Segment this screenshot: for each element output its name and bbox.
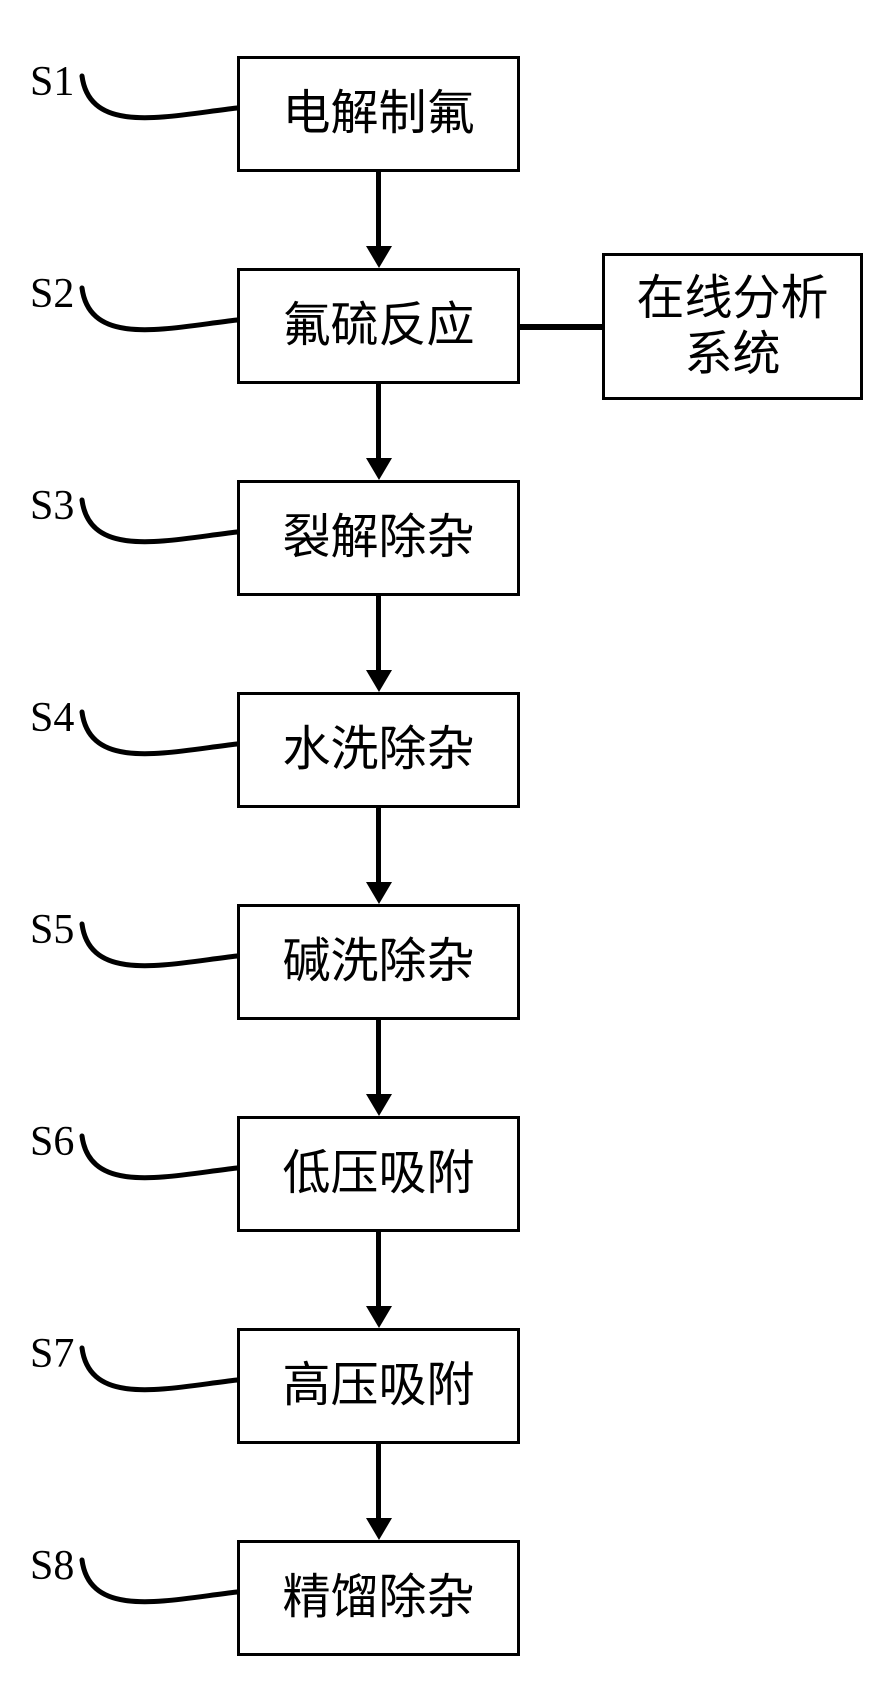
flow-arrow-head xyxy=(366,1094,392,1116)
flow-arrow-line xyxy=(376,808,381,882)
side-connector-line xyxy=(520,324,602,330)
process-step-label: 氟硫反应 xyxy=(282,298,474,353)
flow-arrow-head xyxy=(366,1306,392,1328)
step-id-label: S4 xyxy=(30,694,74,742)
step-connector-curve xyxy=(72,278,247,350)
process-step-box: 高压吸附 xyxy=(237,1328,520,1444)
flow-arrow-line xyxy=(376,172,381,246)
step-id-label: S5 xyxy=(30,906,74,954)
side-node-box: 在线分析系统 xyxy=(602,253,863,400)
process-step-label: 精馏除杂 xyxy=(282,1570,474,1625)
flow-arrow-head xyxy=(366,670,392,692)
flow-arrow-head xyxy=(366,882,392,904)
step-connector-curve xyxy=(72,702,247,774)
step-connector-curve xyxy=(72,490,247,562)
process-step-box: 低压吸附 xyxy=(237,1116,520,1232)
process-step-box: 氟硫反应 xyxy=(237,268,520,384)
step-connector-curve xyxy=(72,1338,247,1410)
process-step-box: 电解制氟 xyxy=(237,56,520,172)
side-node-line2: 系统 xyxy=(636,327,828,382)
process-step-label: 碱洗除杂 xyxy=(282,934,474,989)
flow-arrow-line xyxy=(376,1232,381,1306)
step-id-label: S2 xyxy=(30,270,74,318)
process-step-box: 碱洗除杂 xyxy=(237,904,520,1020)
flow-arrow-line xyxy=(376,384,381,458)
flow-arrow-head xyxy=(366,246,392,268)
step-connector-curve xyxy=(72,1126,247,1198)
step-connector-curve xyxy=(72,1550,247,1622)
process-step-label: 电解制氟 xyxy=(282,86,474,141)
side-node-line1: 在线分析 xyxy=(636,271,828,326)
step-id-label: S1 xyxy=(30,58,74,106)
process-step-label: 低压吸附 xyxy=(282,1146,474,1201)
flow-arrow-head xyxy=(366,458,392,480)
flow-arrow-line xyxy=(376,1444,381,1518)
flow-arrow-line xyxy=(376,1020,381,1094)
process-step-label: 高压吸附 xyxy=(282,1358,474,1413)
step-connector-curve xyxy=(72,66,247,138)
flow-arrow-head xyxy=(366,1518,392,1540)
process-step-label: 裂解除杂 xyxy=(282,510,474,565)
step-id-label: S8 xyxy=(30,1542,74,1590)
process-step-box: 裂解除杂 xyxy=(237,480,520,596)
step-id-label: S7 xyxy=(30,1330,74,1378)
process-step-label: 水洗除杂 xyxy=(282,722,474,777)
process-step-box: 精馏除杂 xyxy=(237,1540,520,1656)
process-step-box: 水洗除杂 xyxy=(237,692,520,808)
step-id-label: S3 xyxy=(30,482,74,530)
step-connector-curve xyxy=(72,914,247,986)
flow-arrow-line xyxy=(376,596,381,670)
step-id-label: S6 xyxy=(30,1118,74,1166)
